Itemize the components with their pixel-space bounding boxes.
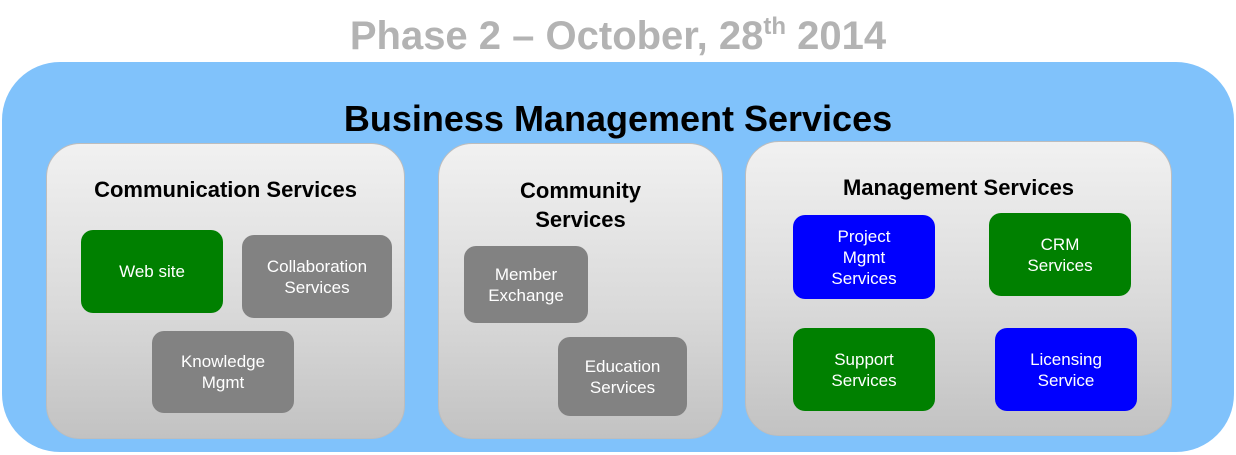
collaboration-services-box: Collaboration Services	[242, 235, 392, 318]
member-exchange-box: Member Exchange	[464, 246, 588, 323]
licensing-service-box: Licensing Service	[995, 328, 1137, 411]
communication-services-title: Communication Services	[94, 177, 357, 202]
business-management-title: Business Management Services	[343, 98, 893, 139]
education-services-box: Education Services	[558, 337, 687, 416]
phase-title-ordinal: th	[763, 13, 787, 40]
knowledge-mgmt-box: Knowledge Mgmt	[152, 331, 294, 413]
project-mgmt-services-box: Project Mgmt Services	[793, 215, 935, 299]
phase-title-year: 2014	[786, 14, 887, 58]
management-services-title: Management Services	[842, 175, 1075, 200]
crm-services-box: CRM Services	[989, 213, 1131, 296]
community-services-title: Community Services	[520, 178, 641, 232]
phase-title-main: Phase 2 – October, 28	[349, 14, 764, 58]
web-site-box: Web site	[81, 230, 223, 313]
support-services-box: Support Services	[793, 328, 935, 411]
phase-title: Phase 2 – October, 28th 2014	[0, 12, 1236, 60]
